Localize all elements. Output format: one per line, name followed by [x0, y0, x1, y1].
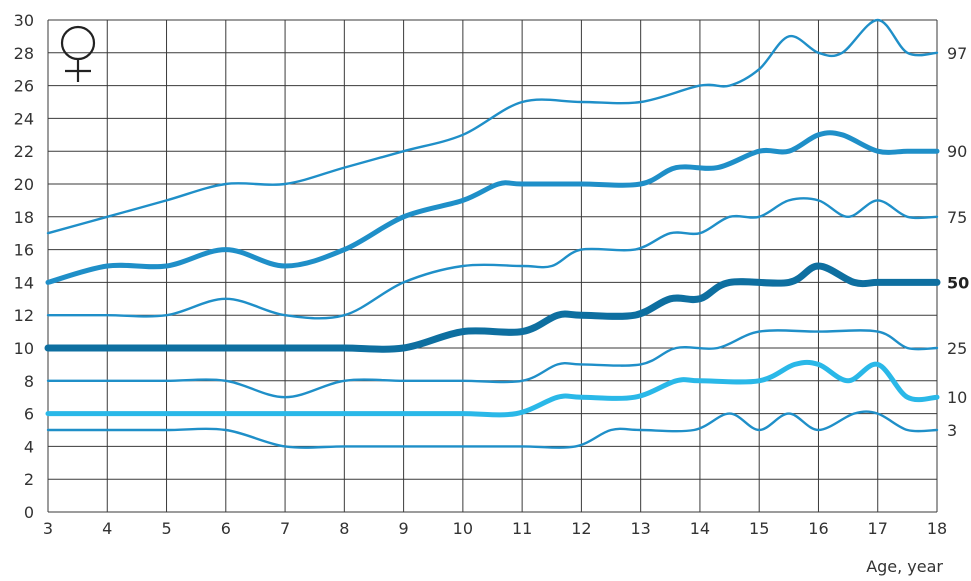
x-tick-label: 4: [102, 519, 112, 538]
x-tick-label: 13: [630, 519, 650, 538]
y-tick-label: 14: [14, 273, 34, 292]
series-line-p25: [46, 329, 939, 399]
series-label-p90: 90: [947, 142, 967, 161]
y-tick-label: 4: [24, 437, 34, 456]
x-tick-label: 9: [399, 519, 409, 538]
y-tick-label: 16: [14, 241, 34, 260]
x-tick-label: 8: [339, 519, 349, 538]
y-tick-label: 18: [14, 208, 34, 227]
x-tick-label: 14: [690, 519, 710, 538]
female-symbol: ♀: [60, 25, 96, 82]
series-line-p50: [44, 262, 941, 353]
y-tick-label: 2: [24, 470, 34, 489]
y-tick-label: 22: [14, 142, 34, 161]
x-tick-label: 3: [43, 519, 53, 538]
series-label-p50: 50: [947, 273, 969, 292]
x-tick-label: 18: [927, 519, 947, 538]
series-label-p3: 3: [947, 421, 957, 440]
series-line-p90: [45, 130, 940, 285]
x-tick-label: 16: [808, 519, 828, 538]
series-label-p97: 97: [947, 44, 967, 63]
y-tick-label: 10: [14, 339, 34, 358]
series-label-p75: 75: [947, 208, 967, 227]
x-tick-label: 10: [453, 519, 473, 538]
y-tick-label: 8: [24, 372, 34, 391]
series-label-p25: 25: [947, 339, 967, 358]
y-tick-label: 12: [14, 306, 34, 325]
x-axis-title: Age, year: [866, 557, 943, 576]
series-line-p3: [46, 410, 939, 449]
x-tick-label: 5: [161, 519, 171, 538]
y-tick-label: 0: [24, 503, 34, 522]
x-tick-label: 12: [571, 519, 591, 538]
series-layer: [44, 18, 941, 449]
series-line-p97: [46, 18, 939, 235]
series-line-p75: [46, 197, 939, 320]
series-label-p10: 10: [947, 388, 967, 407]
y-tick-label: 24: [14, 109, 34, 128]
x-tick-label: 11: [512, 519, 532, 538]
female-symbol-circle: [60, 25, 96, 61]
x-tick-label: 17: [868, 519, 888, 538]
series-line-p10: [45, 359, 940, 418]
x-tick-label: 15: [749, 519, 769, 538]
x-tick-label: 7: [280, 519, 290, 538]
y-tick-label: 20: [14, 175, 34, 194]
x-tick-label: 6: [221, 519, 231, 538]
y-tick-label: 6: [24, 405, 34, 424]
y-tick-label: 28: [14, 44, 34, 63]
y-tick-label: 26: [14, 77, 34, 96]
y-tick-label: 30: [14, 11, 34, 30]
